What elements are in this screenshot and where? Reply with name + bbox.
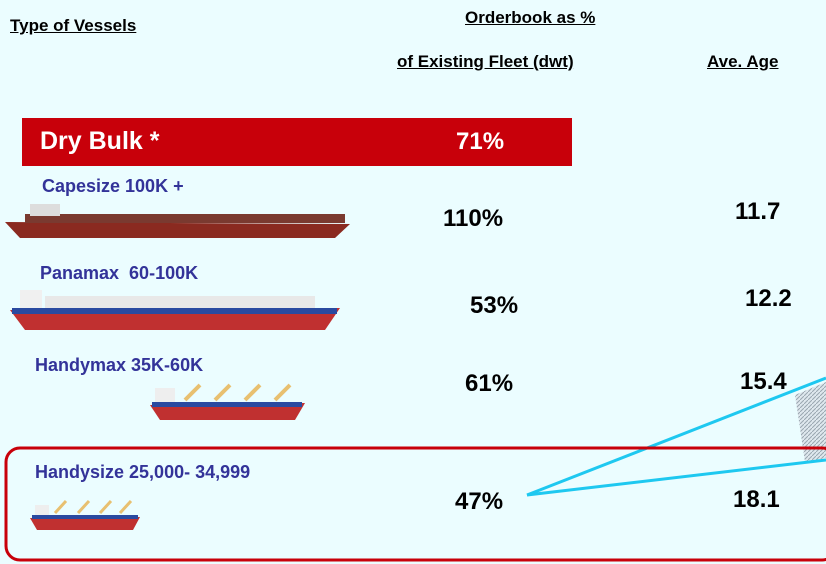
vessel-name: Handysize 25,000- 34,999 xyxy=(35,462,251,482)
average-age: 11.7 xyxy=(735,198,781,225)
highlight-box xyxy=(4,446,826,562)
group-orderbook: 71% xyxy=(456,128,505,155)
header: Ave. Age xyxy=(707,52,779,71)
group-banner xyxy=(22,118,572,166)
ship-panamax xyxy=(10,290,340,330)
callout-line xyxy=(526,376,826,497)
vessel-name: Panamax 60-100K xyxy=(40,263,199,283)
average-age: 18.1 xyxy=(733,486,780,513)
group-name: Dry Bulk * xyxy=(40,127,160,155)
header: Type of Vessels xyxy=(10,16,137,35)
ship-handymax xyxy=(150,383,305,420)
average-age: 15.4 xyxy=(740,368,787,395)
vessel-name: Capesize 100K + xyxy=(42,176,184,196)
orderbook-value: 53% xyxy=(470,292,519,319)
orderbook-value: 61% xyxy=(465,370,514,397)
callout-wedge xyxy=(795,382,826,462)
orderbook-value: 110% xyxy=(443,205,504,232)
ship-handysize xyxy=(30,499,140,530)
header: Orderbook as % xyxy=(465,8,596,27)
header: of Existing Fleet (dwt) xyxy=(397,52,574,71)
callout-line xyxy=(526,458,826,497)
average-age: 12.2 xyxy=(745,285,792,312)
vessel-name: Handymax 35K-60K xyxy=(35,355,204,375)
ship-capesize xyxy=(5,204,350,238)
orderbook-value: 47% xyxy=(455,488,504,515)
